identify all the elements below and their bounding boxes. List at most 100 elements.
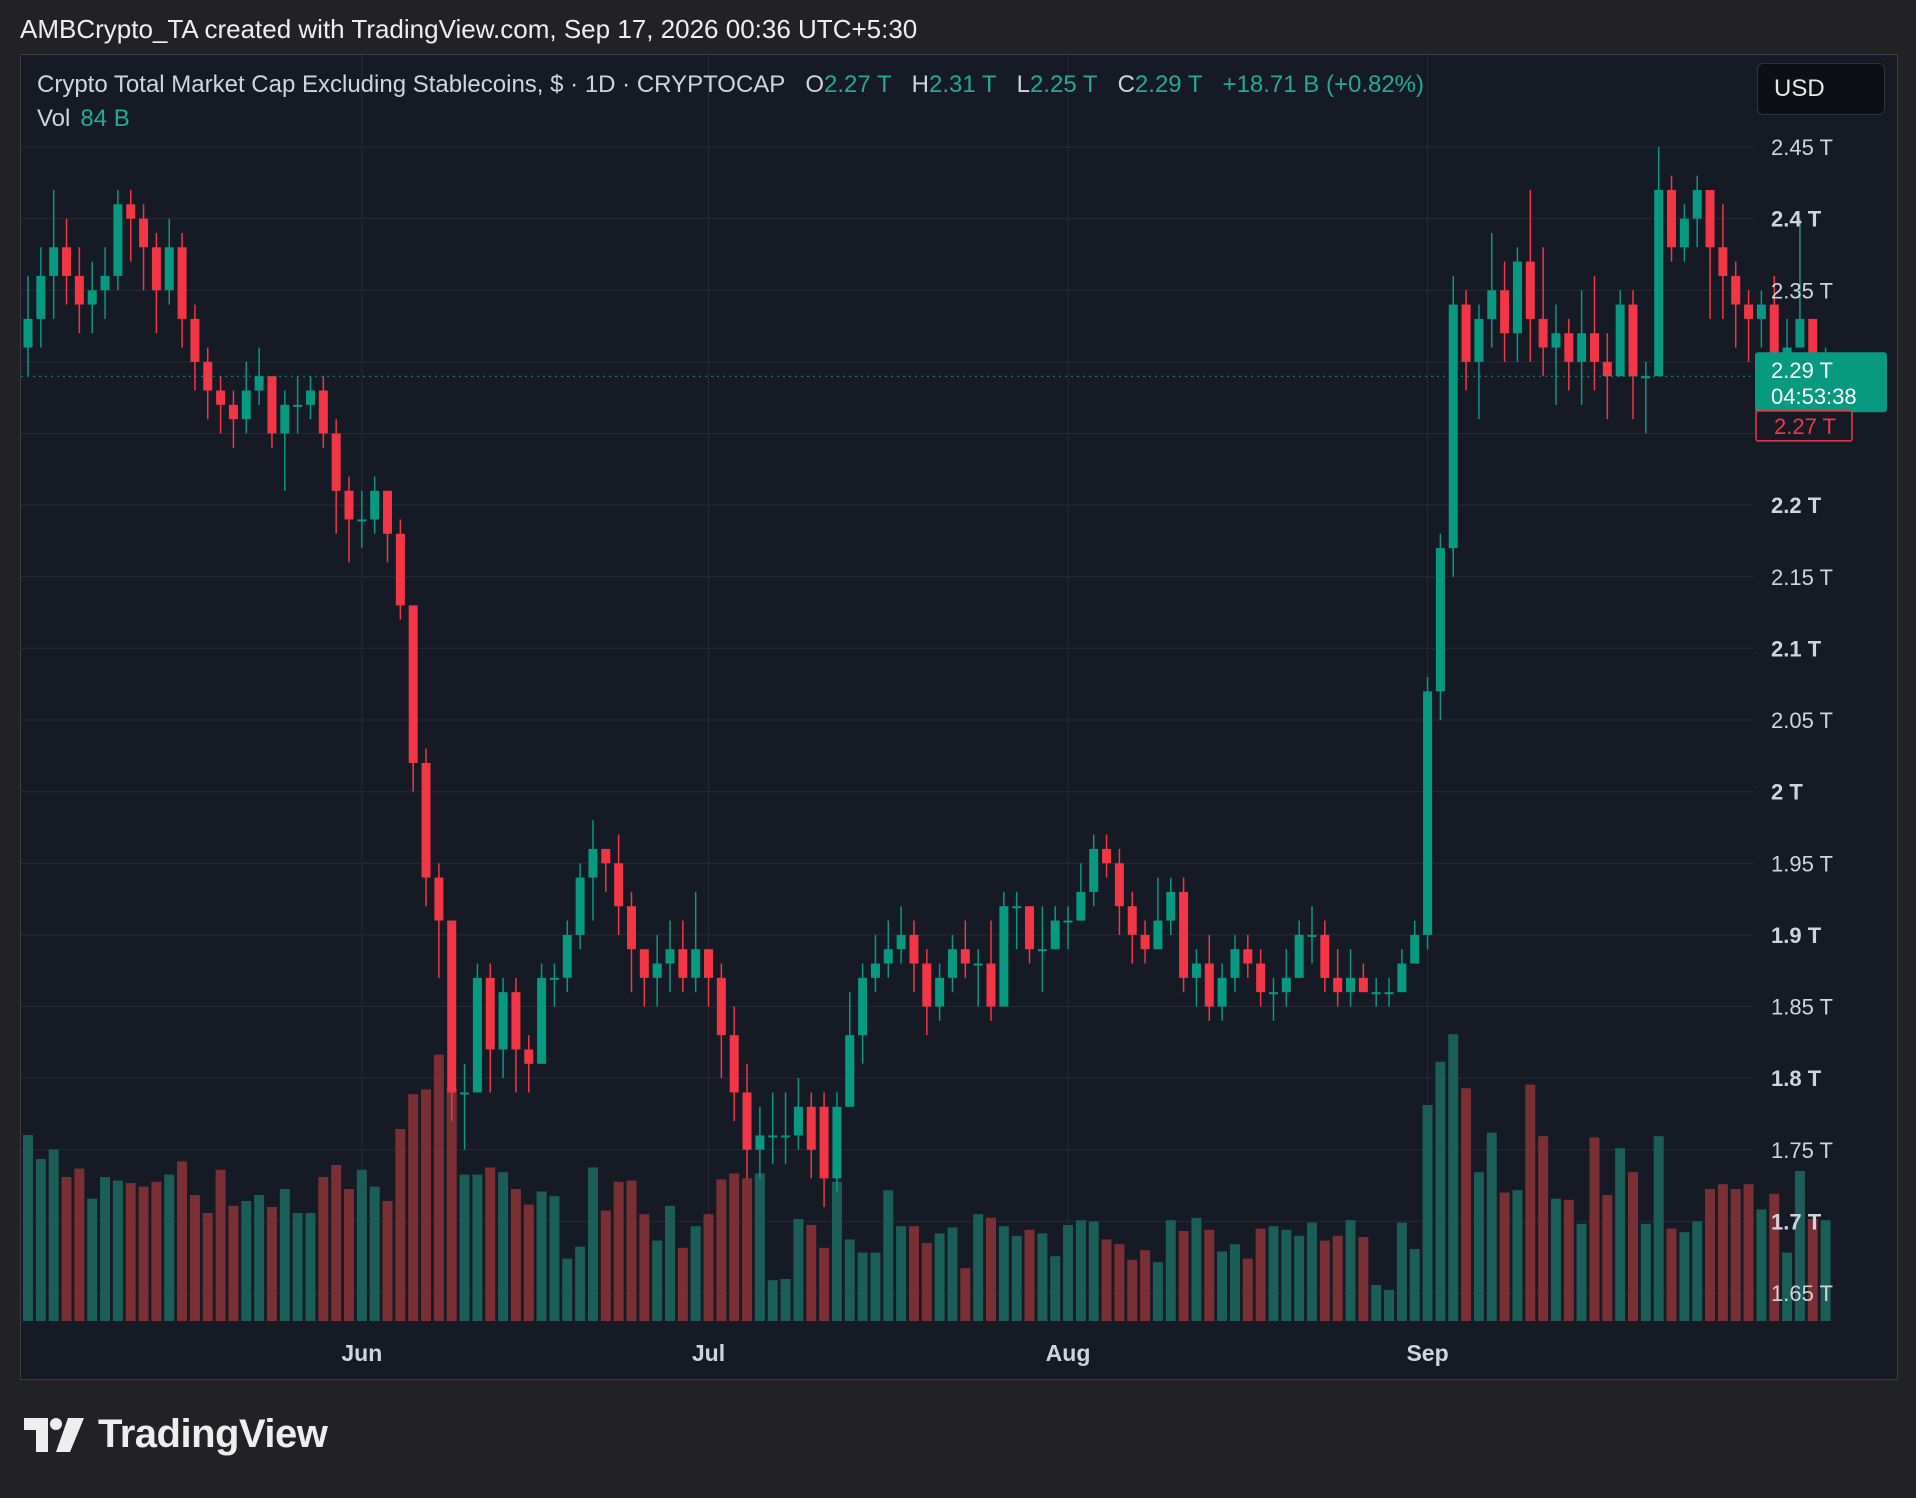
volume-bar xyxy=(1075,1220,1086,1321)
volume-bar xyxy=(652,1240,663,1321)
y-tick-label: 1.8 T xyxy=(1771,1066,1822,1091)
candle-body xyxy=(1615,304,1625,377)
candle-body xyxy=(1179,891,1189,978)
volume-bar xyxy=(600,1210,611,1321)
volume-bar xyxy=(1563,1199,1574,1321)
candle-body xyxy=(1602,361,1612,377)
candle-body xyxy=(74,275,84,305)
candle-body xyxy=(434,877,444,921)
volume-bar xyxy=(1114,1244,1125,1321)
candle-body xyxy=(1654,189,1664,377)
currency-button[interactable]: USD xyxy=(1757,63,1885,115)
volume-bar xyxy=(1615,1148,1626,1321)
candle-body xyxy=(1102,848,1112,864)
volume-bar xyxy=(1140,1250,1151,1321)
volume-bar xyxy=(1538,1136,1549,1321)
candle-body xyxy=(498,992,508,1050)
volume-bar xyxy=(587,1167,598,1321)
candle-body xyxy=(960,949,970,964)
volume-bar xyxy=(806,1225,817,1321)
candle-body xyxy=(562,934,572,978)
volume-bar xyxy=(973,1214,984,1321)
candle-body xyxy=(1371,992,1381,995)
symbol-title: Crypto Total Market Cap Excluding Stable… xyxy=(37,71,786,98)
candle-body xyxy=(472,977,482,1093)
volume-bar xyxy=(754,1173,765,1321)
candle-body xyxy=(1127,906,1137,935)
volume-bar xyxy=(189,1195,200,1321)
volume-bar xyxy=(1640,1223,1651,1321)
volume-bar xyxy=(523,1204,534,1321)
candle-body xyxy=(1756,304,1766,319)
candle-body xyxy=(1384,992,1394,995)
volume-bar xyxy=(164,1174,175,1321)
y-tick-label: 1.7 T xyxy=(1771,1209,1822,1234)
volume-bar xyxy=(23,1135,33,1321)
candle-body xyxy=(280,404,290,434)
x-tick-label: Sep xyxy=(1406,1340,1448,1366)
candle-body xyxy=(1525,261,1535,319)
candle-body xyxy=(1500,290,1510,334)
tradingview-logo-icon xyxy=(24,1417,84,1452)
volume-bar xyxy=(703,1214,714,1321)
candle-body xyxy=(370,490,380,520)
volume-bar xyxy=(459,1174,470,1321)
candle-body xyxy=(1217,977,1227,1007)
volume-bar xyxy=(1281,1229,1292,1321)
volume-bar xyxy=(292,1213,303,1321)
volume-bar xyxy=(960,1268,971,1321)
candle-body xyxy=(293,404,303,407)
candle-body xyxy=(1307,934,1317,937)
high-value: 2.31 T xyxy=(928,71,997,98)
candle-body xyxy=(639,949,649,978)
candle-body xyxy=(870,963,880,978)
volume-bar xyxy=(1525,1084,1536,1321)
open-label: O xyxy=(805,71,824,98)
candle-body xyxy=(909,934,919,964)
candle-body xyxy=(100,275,110,291)
volume-bar xyxy=(1371,1285,1382,1321)
candle-body xyxy=(1320,934,1330,978)
open-price-tag: 2.27 T xyxy=(1755,410,1853,442)
volume-bar xyxy=(356,1169,367,1321)
volume-bar xyxy=(100,1177,111,1321)
volume-bar xyxy=(1512,1190,1523,1321)
symbol-legend: Crypto Total Market Cap Excluding Stable… xyxy=(37,71,1424,99)
candle-body xyxy=(485,977,495,1050)
candle-body xyxy=(357,519,367,522)
candle-body xyxy=(87,290,97,305)
candle-body xyxy=(832,1106,842,1179)
y-tick-label: 1.85 T xyxy=(1771,995,1833,1020)
candle-body xyxy=(1679,218,1689,248)
volume-bar xyxy=(1486,1132,1497,1321)
volume-bar xyxy=(1396,1222,1407,1321)
candle-body xyxy=(626,906,636,950)
candle-body xyxy=(704,949,714,978)
candle-body xyxy=(742,1092,752,1150)
volume-bar xyxy=(74,1168,85,1321)
candle-body xyxy=(973,963,983,966)
volume-bar xyxy=(1255,1228,1266,1321)
volume-bar xyxy=(1807,1219,1818,1321)
volume-bar xyxy=(1229,1244,1240,1321)
candlestick-chart[interactable]: 1.65 T 1.7 T 1.75 T 1.8 T 1.85 T 1.9 T 1.95 T 2… xyxy=(21,55,1897,1379)
candle-body xyxy=(1423,691,1433,935)
volume-bar xyxy=(369,1186,380,1321)
volume-bar xyxy=(1576,1223,1587,1321)
volume-bar xyxy=(921,1243,932,1321)
candle-body xyxy=(23,318,33,348)
candle-body xyxy=(986,963,996,1007)
chart-panel[interactable]: 1.65 T 1.7 T 1.75 T 1.8 T 1.85 T 1.9 T 1.95 T 2… xyxy=(20,54,1898,1380)
candle-body xyxy=(344,490,354,520)
volume-bar xyxy=(125,1183,136,1321)
candle-body xyxy=(1705,189,1715,248)
volume-bar xyxy=(793,1219,804,1321)
volume-bar xyxy=(1178,1231,1189,1321)
volume-bar xyxy=(1422,1105,1433,1321)
candle-body xyxy=(216,390,226,405)
candle-body xyxy=(1577,333,1587,362)
candle-body xyxy=(1435,548,1445,692)
candle-body xyxy=(896,934,906,950)
candle-body xyxy=(858,977,868,1036)
candle-body xyxy=(1281,977,1291,993)
